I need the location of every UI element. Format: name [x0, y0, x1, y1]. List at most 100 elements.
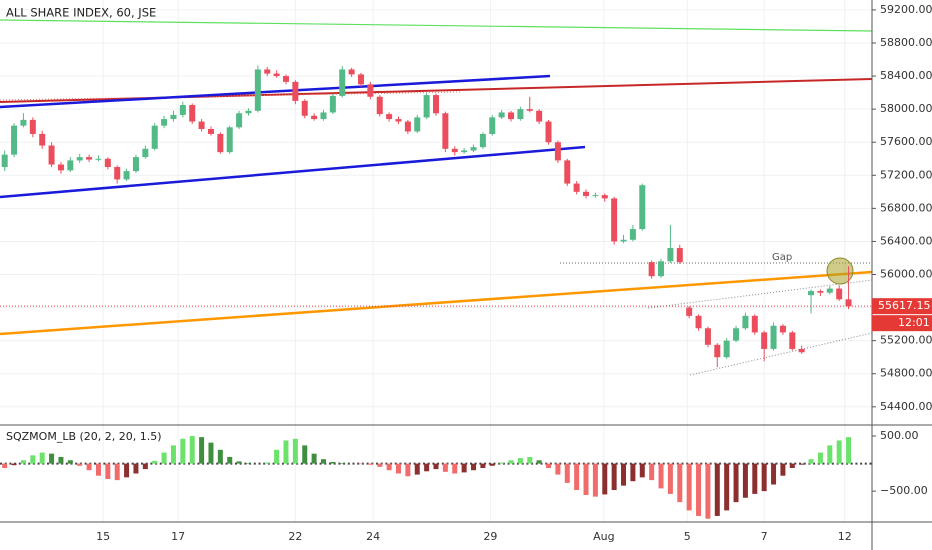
candle-body	[479, 133, 486, 148]
candle-body	[704, 328, 711, 345]
candle-body	[423, 95, 430, 118]
histogram-bar	[808, 459, 814, 464]
histogram-bar	[330, 461, 336, 464]
histogram-bar	[771, 463, 777, 485]
histogram-bar	[639, 463, 645, 478]
y-tick-label: 57200.00	[880, 168, 932, 181]
histogram-bar	[733, 463, 739, 503]
candle-body	[554, 142, 561, 161]
candle-body	[301, 100, 308, 116]
candle-body	[658, 261, 665, 277]
histogram-bar	[658, 463, 664, 489]
histogram-bar	[283, 440, 289, 464]
histogram-bar	[461, 463, 467, 473]
histogram-bar	[320, 459, 326, 464]
histogram-bar	[142, 463, 148, 470]
candle-body	[142, 148, 149, 158]
candle-body	[789, 332, 796, 349]
candle-body	[583, 191, 590, 196]
histogram-bar	[517, 458, 523, 464]
y-tick-label: 54400.00	[880, 400, 932, 413]
histogram-bar	[827, 445, 833, 464]
histogram-bar	[152, 460, 158, 464]
candle-body	[536, 110, 543, 122]
candle-body	[742, 315, 749, 329]
histogram-bar	[780, 463, 786, 476]
drawings	[0, 19, 873, 376]
candle-body	[676, 248, 683, 263]
candle-body	[639, 185, 646, 230]
candle-body	[508, 112, 515, 120]
candle-body	[404, 121, 411, 132]
histogram-bar	[555, 463, 561, 475]
last-price-box	[872, 298, 932, 315]
candle-body	[11, 125, 18, 155]
candle-body	[329, 95, 336, 113]
candle-body	[798, 348, 805, 353]
histogram-bar	[292, 438, 298, 464]
y-tick-label: 500.00	[880, 429, 919, 442]
candle-body	[601, 195, 608, 199]
histogram-bar	[508, 460, 514, 464]
candle-body	[770, 325, 777, 349]
candle-body	[489, 117, 496, 134]
histogram-bar	[714, 463, 720, 516]
y-tick-label: 57600.00	[880, 135, 932, 148]
histogram-bar	[442, 463, 448, 472]
candle-body	[104, 158, 111, 168]
candle-body	[236, 113, 243, 128]
highlight-circle	[826, 257, 854, 285]
histogram-bar	[236, 461, 242, 464]
histogram-bar	[245, 463, 251, 464]
candle-body	[207, 128, 214, 134]
histogram-bar	[377, 463, 383, 467]
histogram-bar	[677, 463, 683, 503]
candle-body	[414, 117, 421, 132]
histogram-bar	[302, 445, 308, 464]
candle-body	[498, 112, 505, 118]
candle-body	[48, 145, 55, 165]
candle-body	[723, 340, 730, 358]
candle-body	[817, 291, 824, 293]
histogram-bar	[489, 463, 495, 466]
candle-body	[170, 114, 177, 120]
histogram-bar	[39, 452, 45, 464]
histogram-bar	[124, 463, 130, 478]
histogram-bar	[696, 463, 702, 516]
histogram-bar	[583, 463, 589, 495]
histogram-bar	[752, 463, 758, 494]
x-tick-label: 5	[684, 530, 691, 543]
candle-body	[751, 315, 758, 333]
candle-body	[517, 109, 524, 120]
histogram-bar	[649, 463, 655, 481]
y-tick-label: 54800.00	[880, 367, 932, 380]
candle-body	[779, 325, 786, 333]
histogram-bar	[67, 460, 73, 464]
histogram-bar	[424, 463, 430, 472]
candle-body	[1, 154, 8, 168]
histogram-bar	[180, 438, 186, 464]
histogram-bar	[189, 436, 195, 464]
histogram-bar	[86, 463, 92, 471]
candle-body	[442, 113, 449, 149]
histogram-bar	[667, 463, 673, 494]
candle-body	[686, 307, 693, 316]
x-tick-label: 22	[288, 530, 302, 543]
candle-body	[845, 299, 852, 307]
x-tick-label: 29	[483, 530, 497, 543]
candle-body	[20, 119, 27, 126]
histogram-bar	[471, 463, 477, 471]
histogram-bar	[564, 463, 570, 483]
histogram-bar	[114, 463, 120, 481]
chart-title: ALL SHARE INDEX, 60, JSE	[6, 6, 156, 20]
histogram-bar	[386, 463, 392, 471]
candle-body	[86, 157, 93, 160]
histogram-bar	[686, 463, 692, 511]
candle-body	[695, 315, 702, 329]
y-tick-label: 58400.00	[880, 69, 932, 82]
candle-body	[57, 164, 64, 171]
candle-body	[217, 133, 224, 153]
trend-line	[0, 270, 873, 336]
candle-body	[348, 69, 355, 75]
histogram-bar	[311, 453, 317, 464]
